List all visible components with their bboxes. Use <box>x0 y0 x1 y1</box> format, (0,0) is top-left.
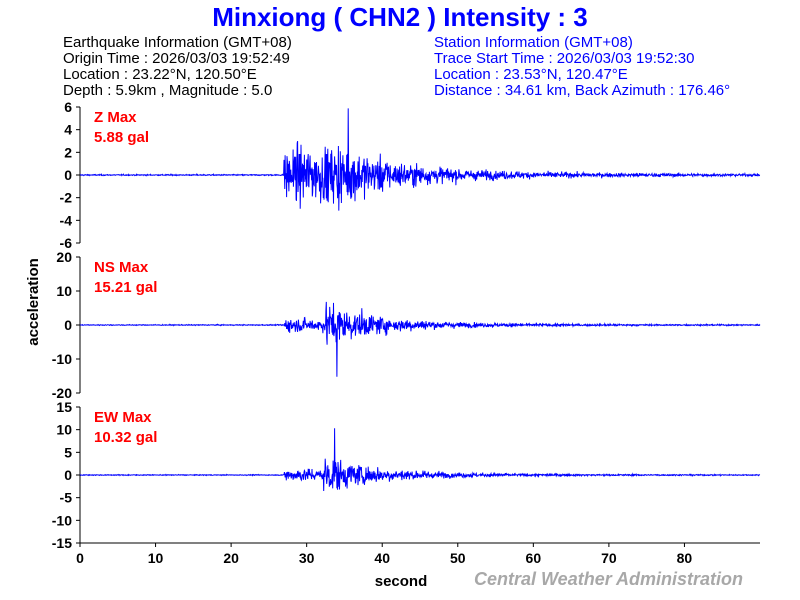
st-heading: Station Information (GMT+08) <box>434 34 633 51</box>
panel-max-Z: 5.88 gal <box>94 129 149 146</box>
y-tick-label-NS: 20 <box>56 249 72 265</box>
y-tick-label-EW: 0 <box>64 467 72 483</box>
eq-depth-magnitude: Depth : 5.9km , Magnitude : 5.0 <box>63 82 273 99</box>
y-tick-label-Z: -4 <box>60 212 73 228</box>
eq-heading: Earthquake Information (GMT+08) <box>63 34 292 51</box>
x-tick-label: 40 <box>374 550 390 566</box>
panel-max-EW: 10.32 gal <box>94 429 157 446</box>
y-tick-label-Z: 6 <box>64 99 72 115</box>
y-tick-label-Z: -2 <box>60 190 73 206</box>
x-tick-label: 30 <box>299 550 315 566</box>
y-tick-label-NS: 10 <box>56 283 72 299</box>
panel-label-NS: NS Max <box>94 259 149 276</box>
y-tick-label-EW: -15 <box>52 535 72 551</box>
x-tick-label: 0 <box>76 550 84 566</box>
x-tick-label: 70 <box>601 550 617 566</box>
x-axis-label: second <box>375 573 428 590</box>
st-location: Location : 23.53°N, 120.47°E <box>434 66 628 83</box>
y-tick-label-NS: 0 <box>64 317 72 333</box>
y-tick-label-Z: 2 <box>64 144 72 160</box>
y-tick-label-EW: 15 <box>56 399 72 415</box>
x-tick-label: 20 <box>223 550 239 566</box>
page-title: Minxiong ( CHN2 ) Intensity : 3 <box>212 2 588 32</box>
y-tick-label-NS: -10 <box>52 351 72 367</box>
y-tick-label-Z: 0 <box>64 167 72 183</box>
y-tick-label-Z: -6 <box>60 235 73 251</box>
eq-location: Location : 23.22°N, 120.50°E <box>63 66 257 83</box>
waveform-EW <box>79 428 761 492</box>
x-tick-label: 80 <box>677 550 693 566</box>
y-tick-label-Z: 4 <box>64 122 72 138</box>
x-tick-label: 50 <box>450 550 466 566</box>
st-distance: Distance : 34.61 km, Back Azimuth : 176.… <box>434 82 731 99</box>
panel-label-EW: EW Max <box>94 409 152 426</box>
panel-label-Z: Z Max <box>94 109 137 126</box>
waveform-Z <box>79 108 761 211</box>
x-tick-label: 10 <box>148 550 164 566</box>
credit-watermark: Central Weather Administration <box>474 569 744 589</box>
station-info: Station Information (GMT+08) Trace Start… <box>434 35 730 99</box>
x-tick-label: 60 <box>526 550 542 566</box>
y-tick-label-EW: -5 <box>60 490 73 506</box>
st-trace-start: Trace Start Time : 2026/03/03 19:52:30 <box>434 50 695 67</box>
y-tick-label-NS: -20 <box>52 385 72 401</box>
panel-max-NS: 15.21 gal <box>94 279 157 296</box>
y-tick-label-EW: 10 <box>56 422 72 438</box>
eq-origin-time: Origin Time : 2026/03/03 19:52:49 <box>63 50 290 67</box>
earthquake-info: Earthquake Information (GMT+08) Origin T… <box>63 35 292 99</box>
waveform-NS <box>79 301 761 377</box>
y-axis-label: acceleration <box>25 258 42 346</box>
y-tick-label-EW: -10 <box>52 512 72 528</box>
y-tick-label-EW: 5 <box>64 444 72 460</box>
